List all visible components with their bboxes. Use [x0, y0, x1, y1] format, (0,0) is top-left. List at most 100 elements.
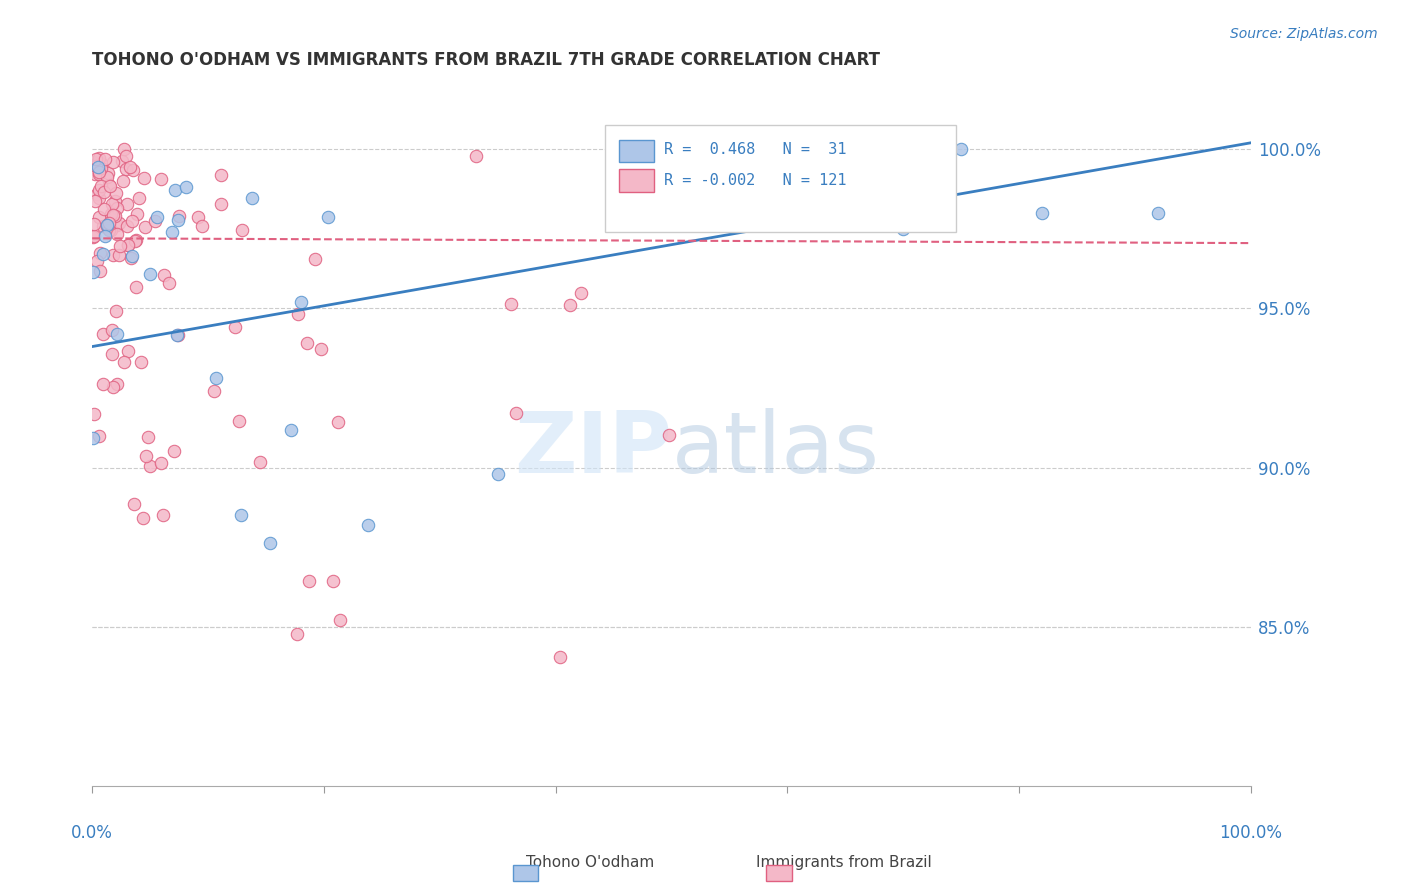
Text: R =  0.468   N =  31: R = 0.468 N = 31	[664, 143, 846, 157]
Point	[100, 323, 122, 337]
Point	[98, 178, 121, 192]
Point	[134, 220, 156, 235]
Point	[228, 414, 250, 428]
Point	[950, 142, 973, 156]
Point	[105, 186, 128, 200]
Point	[115, 149, 138, 163]
Text: 100.0%: 100.0%	[1219, 824, 1282, 842]
Point	[131, 510, 153, 524]
Point	[128, 191, 150, 205]
Point	[89, 183, 111, 197]
Point	[101, 197, 124, 211]
Point	[658, 428, 681, 442]
Text: 0.0%: 0.0%	[72, 824, 112, 842]
Point	[87, 210, 110, 224]
Point	[90, 178, 112, 193]
Point	[94, 229, 117, 244]
Point	[191, 219, 214, 234]
Point	[157, 276, 180, 290]
Point	[297, 336, 319, 351]
Point	[202, 384, 225, 398]
Point	[298, 574, 321, 589]
Point	[115, 196, 138, 211]
Point	[560, 297, 582, 311]
Point	[86, 160, 108, 174]
Point	[89, 245, 111, 260]
Point	[135, 449, 157, 463]
Text: Tohono O'odham: Tohono O'odham	[526, 855, 655, 870]
Point	[280, 423, 302, 437]
Point	[834, 142, 856, 156]
Point	[548, 650, 571, 665]
Point	[101, 380, 124, 394]
Text: Immigrants from Brazil: Immigrants from Brazil	[756, 855, 932, 870]
Point	[322, 574, 344, 589]
Point	[891, 221, 914, 235]
Point	[89, 429, 111, 443]
Point	[83, 217, 105, 231]
Point	[110, 154, 132, 169]
Point	[107, 216, 129, 230]
Point	[167, 328, 190, 343]
Point	[121, 214, 143, 228]
Point	[163, 183, 186, 197]
Point	[150, 456, 173, 470]
Point	[89, 191, 111, 205]
Point	[115, 161, 138, 176]
Point	[124, 280, 146, 294]
Point	[117, 237, 139, 252]
Point	[117, 238, 139, 252]
Point	[143, 214, 166, 228]
Point	[97, 166, 120, 180]
Point	[316, 211, 339, 225]
Point	[799, 142, 821, 156]
Point	[117, 344, 139, 359]
Point	[122, 497, 145, 511]
Point	[120, 251, 142, 265]
Point	[1147, 206, 1170, 220]
Point	[166, 212, 188, 227]
Point	[287, 307, 309, 321]
Text: atlas: atlas	[672, 409, 880, 491]
Point	[87, 165, 110, 179]
Point	[139, 267, 162, 281]
Point	[290, 294, 312, 309]
Text: Source: ZipAtlas.com: Source: ZipAtlas.com	[1230, 27, 1378, 41]
Point	[94, 152, 117, 166]
Point	[121, 249, 143, 263]
Point	[91, 376, 114, 391]
Point	[146, 210, 169, 224]
Point	[127, 207, 149, 221]
Point	[505, 406, 527, 420]
Point	[118, 160, 141, 174]
Point	[93, 202, 115, 216]
Point	[105, 201, 128, 215]
Point	[240, 191, 263, 205]
Point	[249, 455, 271, 469]
Point	[86, 155, 108, 169]
Point	[96, 170, 118, 185]
Point	[90, 161, 112, 175]
Point	[101, 248, 124, 262]
Point	[86, 253, 108, 268]
Point	[304, 252, 326, 267]
Point	[112, 355, 135, 369]
Point	[205, 371, 228, 385]
Point	[84, 152, 107, 166]
Point	[132, 171, 155, 186]
Point	[486, 467, 509, 481]
Point	[108, 248, 131, 262]
Point	[96, 219, 118, 234]
Point	[329, 613, 352, 627]
Point	[93, 185, 115, 199]
Point	[287, 627, 309, 641]
Point	[87, 151, 110, 165]
Point	[101, 347, 124, 361]
Point	[105, 326, 128, 341]
Point	[83, 407, 105, 421]
Point	[96, 218, 118, 232]
Point	[84, 159, 107, 173]
Point	[91, 219, 114, 233]
Point	[571, 286, 593, 301]
Point	[357, 518, 380, 533]
